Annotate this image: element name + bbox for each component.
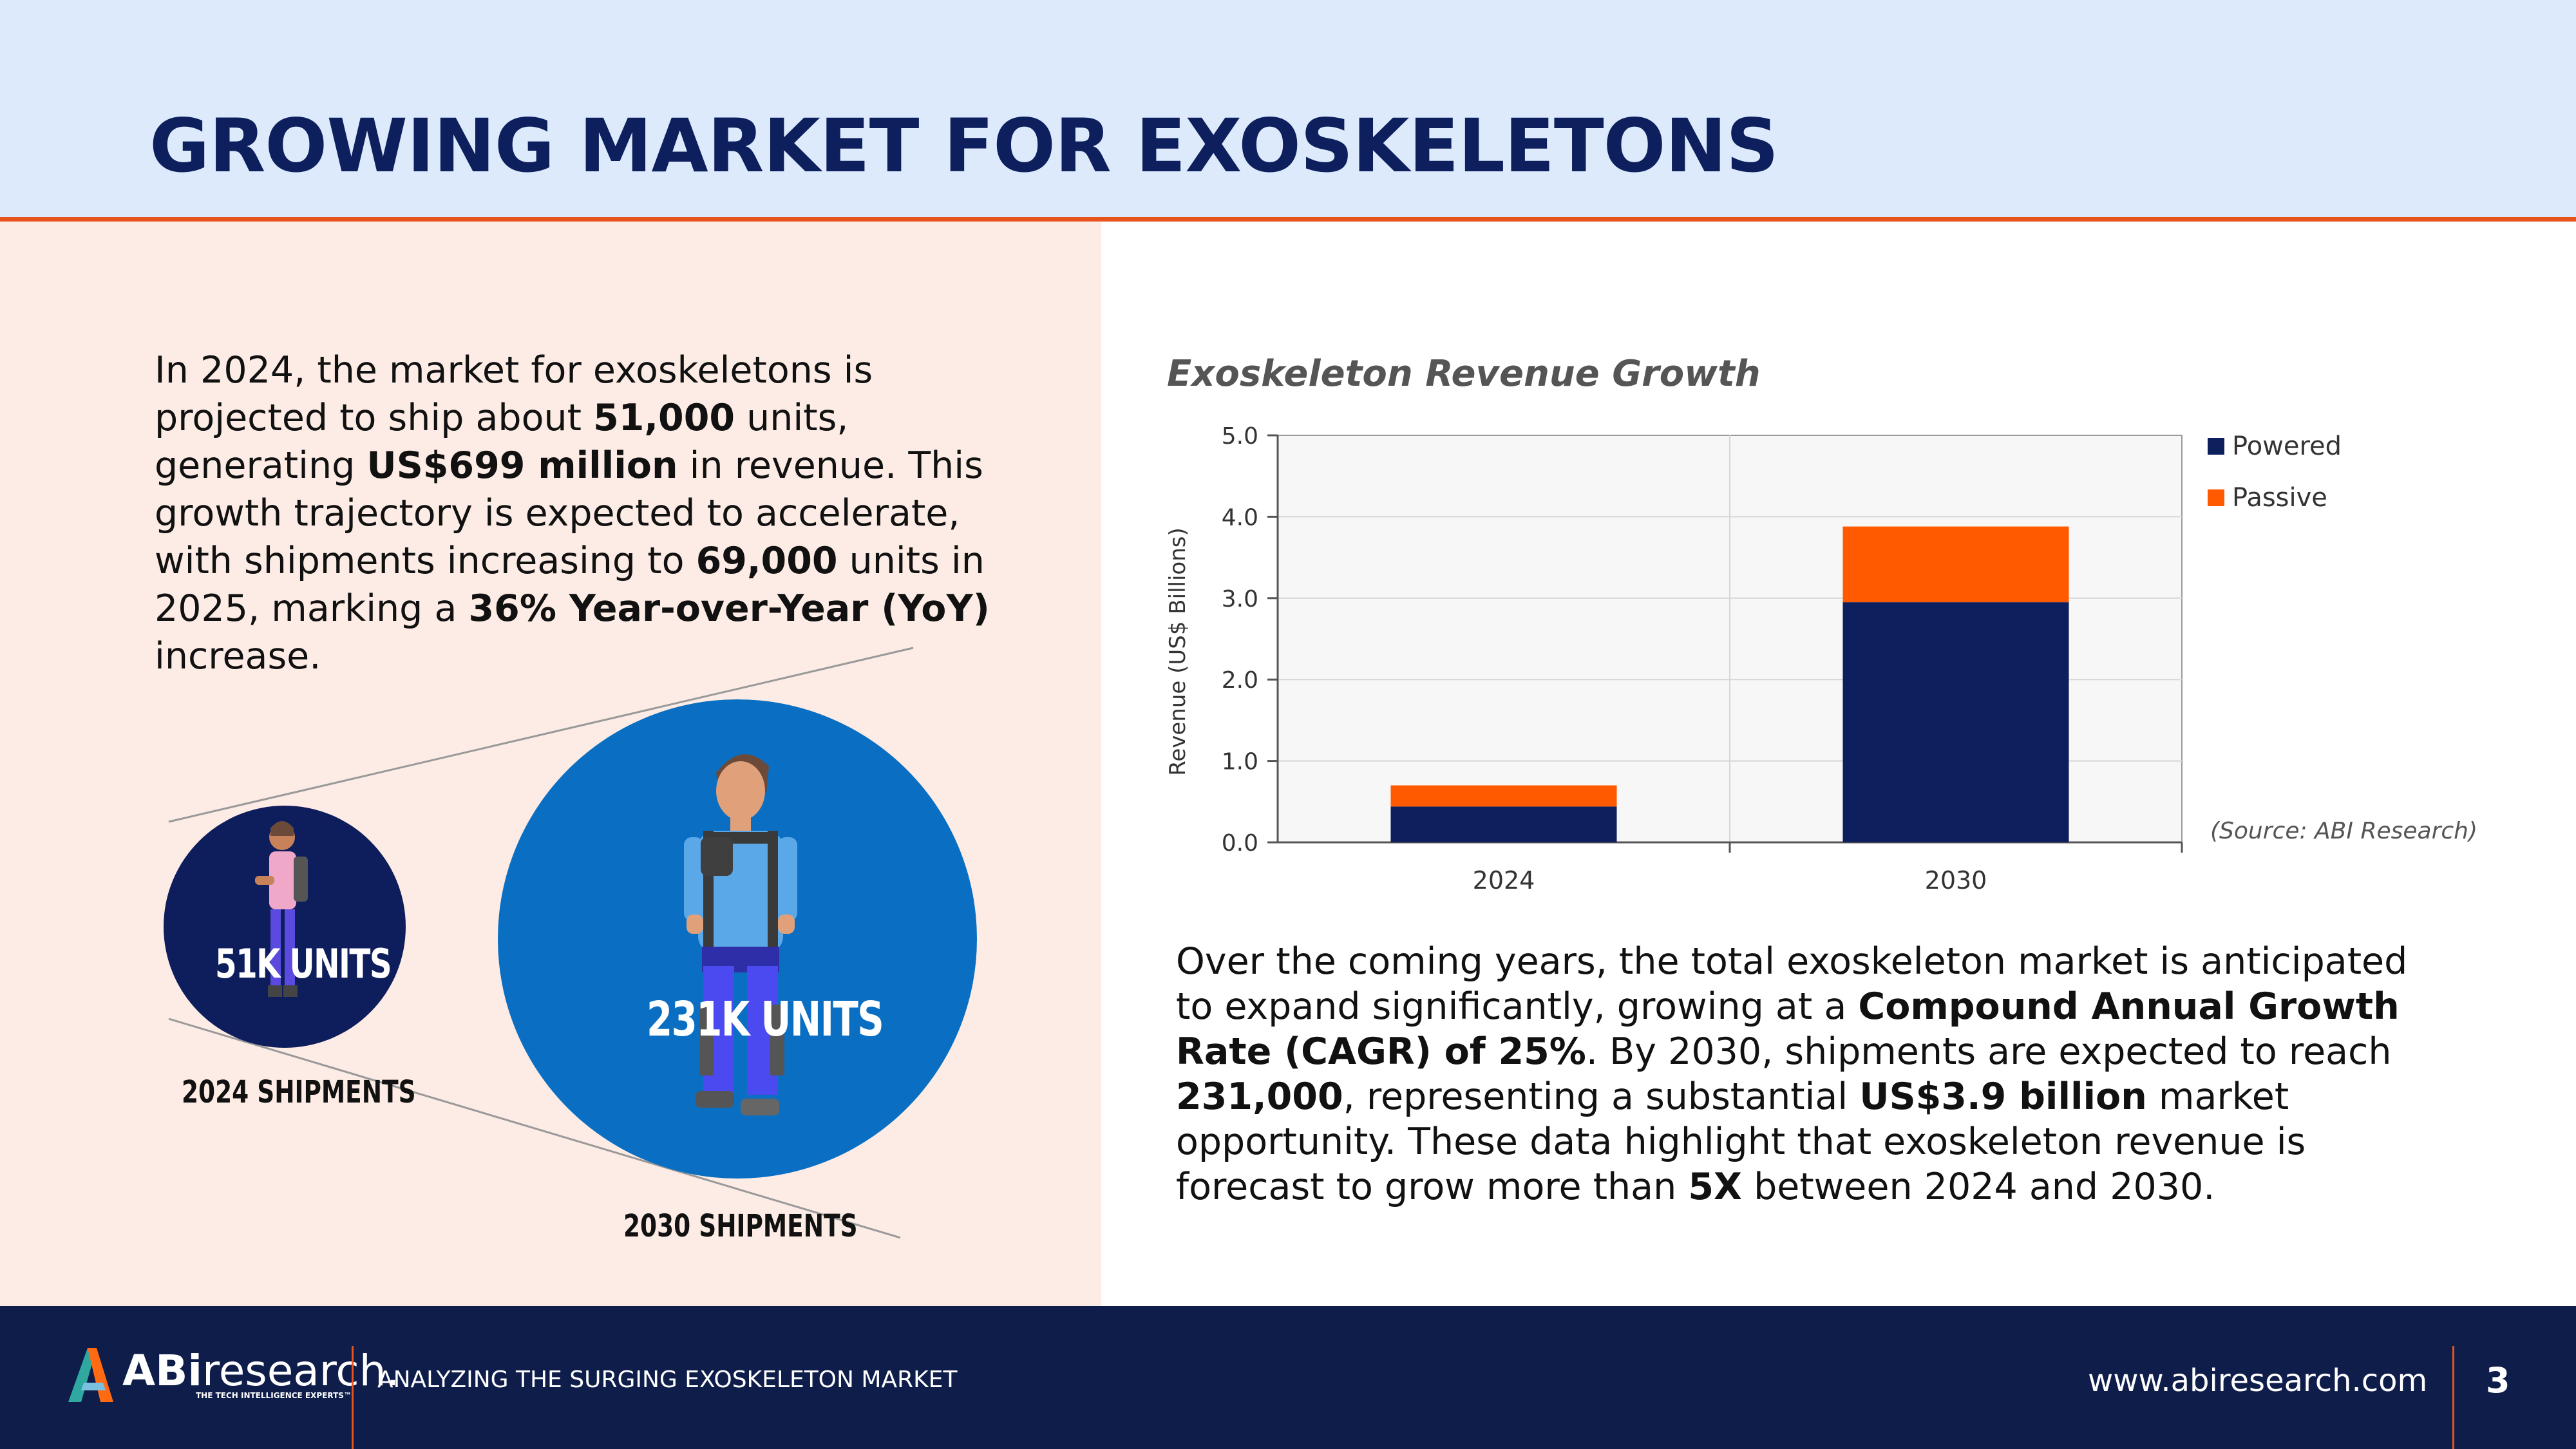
bar-passive-2030 bbox=[1842, 526, 2069, 603]
logo-tagline: THE TECH INTELLIGENCE EXPERTS™ bbox=[196, 1391, 352, 1400]
person-exoskeleton-icon-small bbox=[255, 821, 308, 997]
abi-logo-wordmark[interactable]: ABiresearch. bbox=[122, 1346, 400, 1396]
bubble-2030-label: 231K UNITS bbox=[647, 992, 884, 1047]
footer-divider-right bbox=[2452, 1346, 2454, 1449]
logo-bold-part: ABi bbox=[122, 1346, 203, 1396]
person-exoskeleton-icon-large bbox=[684, 754, 797, 1115]
y-axis-title: Revenue (US$ Billions) bbox=[1165, 527, 1191, 776]
intro-text: units in 2025, marking a bbox=[155, 540, 985, 630]
connector-line-top bbox=[168, 647, 914, 823]
y-tick-label: 4.0 bbox=[1222, 504, 1258, 531]
connector-line-bottom bbox=[168, 1018, 901, 1239]
outro-bold-revenue-2030: US$3.9 billion bbox=[1859, 1075, 2147, 1118]
y-tick-label: 3.0 bbox=[1222, 586, 1258, 612]
intro-paragraph: In 2024, the market for exoskeletons is … bbox=[155, 346, 1043, 680]
chart-source-note: (Source: ABI Research) bbox=[2210, 818, 2478, 844]
footer-website-link[interactable]: www.abiresearch.com bbox=[2088, 1363, 2428, 1399]
caption-2024-shipments: 2024 SHIPMENTS bbox=[182, 1074, 416, 1110]
outro-text: . By 2030, shipments are expected to rea… bbox=[1586, 1030, 2392, 1073]
legend-label-passive: Passive bbox=[2232, 483, 2327, 513]
footer-report-title: ANALYZING THE SURGING EXOSKELETON MARKET bbox=[377, 1367, 958, 1393]
intro-bold-units-2025: 69,000 bbox=[696, 540, 838, 582]
footer-bar bbox=[0, 1306, 2576, 1449]
intro-bold-units-2024: 51,000 bbox=[593, 397, 735, 439]
legend-swatch-passive bbox=[2208, 489, 2224, 506]
legend-label-powered: Powered bbox=[2232, 431, 2342, 461]
shipment-bubbles-graphic bbox=[164, 647, 977, 1239]
x-tick-label: 2030 bbox=[1925, 866, 1987, 895]
header-band: GROWING MARKET FOR EXOSKELETONS bbox=[0, 0, 2576, 222]
y-tick-label: 5.0 bbox=[1222, 423, 1258, 450]
bubble-2024-label: 51K UNITS bbox=[215, 940, 392, 987]
outro-text: Over the coming years, the total exoskel… bbox=[1176, 940, 2408, 1028]
bar-passive-2024 bbox=[1390, 785, 1617, 807]
outro-paragraph: Over the coming years, the total exoskel… bbox=[1176, 939, 2438, 1209]
logo-regular-part: research. bbox=[202, 1346, 400, 1396]
intro-text: increase. bbox=[155, 635, 321, 677]
bar-powered-2024 bbox=[1390, 806, 1617, 842]
page-title: GROWING MARKET FOR EXOSKELETONS bbox=[149, 103, 1779, 189]
legend-swatch-powered bbox=[2208, 438, 2224, 455]
y-tick-label: 1.0 bbox=[1222, 749, 1258, 775]
outro-text: between 2024 and 2030. bbox=[1741, 1166, 2215, 1208]
outro-text: market opportunity. These data highlight… bbox=[1176, 1075, 2306, 1208]
chart-title: Exoskeleton Revenue Growth bbox=[1167, 353, 1761, 395]
outro-bold-growth-multiple: 5X bbox=[1688, 1166, 1742, 1208]
footer-divider-left bbox=[352, 1346, 354, 1449]
outro-bold-cagr: Compound Annual Growth Rate (CAGR) of 25… bbox=[1176, 985, 2400, 1073]
x-tick-label: 2024 bbox=[1473, 866, 1535, 895]
intro-text: in revenue. This growth trajectory is ex… bbox=[155, 444, 983, 582]
intro-text: units, generating bbox=[155, 397, 849, 487]
caption-2030-shipments: 2030 SHIPMENTS bbox=[623, 1208, 858, 1244]
intro-bold-revenue-2024: US$699 million bbox=[366, 444, 678, 487]
y-tick-label: 0.0 bbox=[1222, 830, 1258, 857]
abi-logo-icon[interactable] bbox=[64, 1343, 116, 1407]
y-tick-label: 2.0 bbox=[1222, 667, 1258, 694]
outro-text: , representing a substantial bbox=[1343, 1075, 1860, 1118]
intro-text: In 2024, the market for exoskeletons is … bbox=[155, 349, 873, 439]
page-number: 3 bbox=[2486, 1360, 2510, 1401]
revenue-chart: 0.0 1.0 2.0 3.0 4.0 5.0 2024 2030 Revenue (US$ B… bbox=[1165, 423, 2342, 895]
left-panel bbox=[0, 222, 1101, 1306]
bar-powered-2030 bbox=[1842, 602, 2069, 842]
outro-bold-units-2030: 231,000 bbox=[1176, 1075, 1343, 1118]
intro-bold-yoy: 36% Year-over-Year (YoY) bbox=[468, 587, 990, 630]
